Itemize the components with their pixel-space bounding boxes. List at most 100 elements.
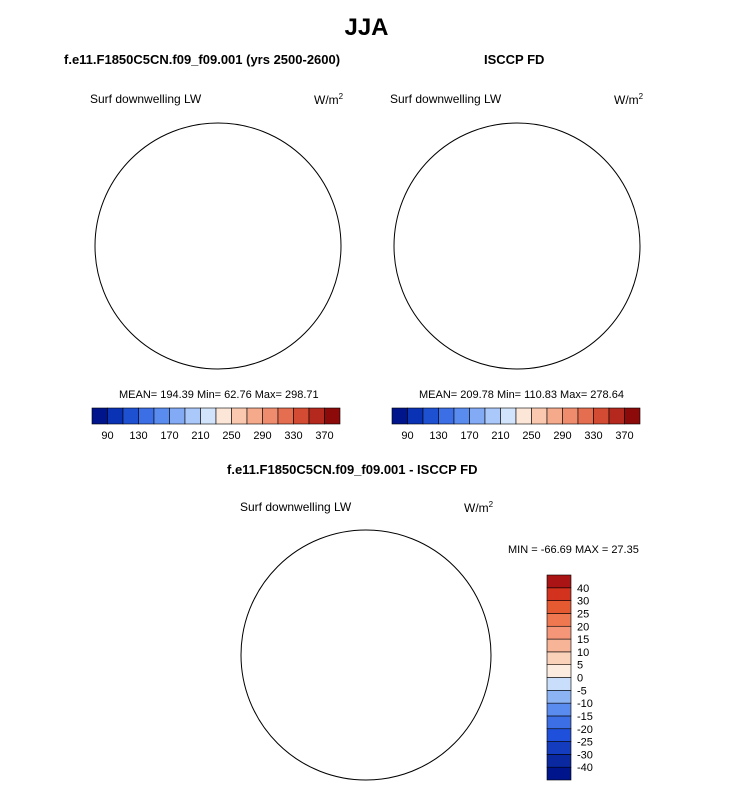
- map-model: [94, 122, 342, 370]
- colorbar-box: [593, 407, 610, 425]
- map-obs-band-170: [442, 181, 598, 313]
- colorbar-tick-label: 30: [577, 596, 589, 608]
- colorbar-tick-label: 290: [253, 430, 271, 442]
- panel-diff-units: W/m2: [464, 500, 494, 515]
- map-diff: [240, 529, 492, 781]
- colorbar-tick-label: 290: [553, 430, 571, 442]
- map-model-border: [94, 122, 342, 370]
- colorbar-tick-label: 330: [584, 430, 602, 442]
- panel-model-units: W/m2: [314, 92, 344, 107]
- panel-obs-stats: MEAN= 209.78 Min= 110.83 Max= 278.64: [419, 389, 624, 401]
- map-obs-band-210: [439, 167, 599, 325]
- colorbar-box: [422, 407, 439, 425]
- panel-obs-variable-label: Surf downwelling LW: [390, 92, 502, 106]
- panel-obs-units: W/m2: [614, 92, 644, 107]
- colorbar-tick-label: 370: [615, 430, 633, 442]
- map-obs-coastline: [419, 183, 599, 315]
- colorbar-box: [293, 407, 310, 425]
- colorbar-box: [200, 407, 217, 425]
- panel-diff-title: f.e11.F1850C5CN.f09_f09.001 - ISCCP FD: [227, 462, 478, 477]
- colorbar-tick-label: -30: [577, 749, 593, 761]
- panel-obs-title: ISCCP FD: [484, 52, 545, 67]
- colorbar-tick-label: -25: [577, 737, 593, 749]
- colorbar-box: [546, 766, 572, 781]
- map-model-band-130: [168, 191, 286, 304]
- map-model-band-90: [209, 197, 276, 296]
- colorbar-obs: 90 130 170 210 250 290 330 370: [391, 407, 641, 442]
- colorbar-box: [546, 728, 572, 742]
- colorbar-box: [438, 407, 455, 425]
- map-obs-pole-mask: [510, 239, 524, 253]
- colorbar-tick-label: 20: [577, 621, 589, 633]
- colorbar-box: [453, 407, 470, 425]
- colorbar-box: [546, 407, 563, 425]
- colorbar-tick-label: -15: [577, 711, 593, 723]
- colorbar-box: [531, 407, 548, 425]
- colorbar-tick-label: 210: [191, 430, 209, 442]
- colorbar-box: [577, 407, 594, 425]
- map-obs-band-270: [401, 134, 625, 358]
- colorbar-box: [138, 407, 155, 425]
- map-model-band-190: [156, 184, 288, 312]
- colorbar-tick-label: 15: [577, 634, 589, 646]
- map-obs-band-150: [473, 192, 583, 302]
- colorbar-box: [546, 690, 572, 704]
- colorbar-tick-label: 5: [577, 660, 583, 672]
- colorbar-box: [91, 407, 108, 425]
- colorbar-box: [500, 407, 517, 425]
- colorbar-box: [277, 407, 294, 425]
- panel-model-variable-label: Surf downwelling LW: [90, 92, 202, 106]
- map-diff-border: [240, 529, 492, 781]
- colorbar-box: [546, 574, 572, 589]
- colorbar-tick-label: 250: [222, 430, 240, 442]
- panel-diff-stats: MIN = -66.69 MAX = 27.35: [508, 544, 639, 556]
- map-model-band-290: [100, 132, 324, 352]
- colorbar-tick-label: 130: [429, 430, 447, 442]
- map-diff-band-neg30: [276, 567, 456, 739]
- colorbar-model: 90 130 170 210 250 290 330 370: [91, 407, 341, 442]
- map-diff-band-neg10: [266, 557, 466, 749]
- colorbar-box: [546, 587, 572, 601]
- map-model-band-250: [125, 153, 307, 331]
- colorbar-box: [246, 407, 263, 425]
- colorbar-box: [308, 407, 325, 425]
- colorbar-tick-label: 210: [491, 430, 509, 442]
- colorbar-box: [608, 407, 625, 425]
- map-diff-band-neg20: [271, 562, 461, 744]
- map-model-band-210: [147, 175, 293, 317]
- colorbar-box: [546, 625, 572, 640]
- panel-model-stats: MEAN= 194.39 Min= 62.76 Max= 298.71: [119, 389, 319, 401]
- panel-model-title: f.e11.F1850C5CN.f09_f09.001 (yrs 2500-26…: [64, 52, 341, 67]
- colorbar-tick-label: 90: [401, 430, 413, 442]
- colorbar-box: [391, 407, 408, 425]
- colorbar-box: [469, 407, 486, 425]
- figure-title: JJA: [344, 14, 389, 41]
- colorbar-box: [546, 677, 572, 691]
- map-diff-band-neg40: [284, 575, 452, 735]
- map-obs-border: [393, 122, 641, 370]
- colorbar-tick-label: 25: [577, 608, 589, 620]
- map-diff-pole-mask: [359, 648, 373, 662]
- colorbar-box: [546, 754, 572, 768]
- colorbar-box: [231, 407, 248, 425]
- colorbar-tick-label: 330: [284, 430, 302, 442]
- map-model-band-270: [113, 142, 315, 342]
- colorbar-tick-label: -5: [577, 685, 587, 697]
- map-diff-band-0: [260, 551, 472, 755]
- colorbar-box: [153, 407, 170, 425]
- colorbar-tick-label: 40: [577, 583, 589, 595]
- colorbar-box: [324, 407, 341, 425]
- map-diff-ne-positive: [426, 543, 486, 615]
- colorbar-box: [546, 664, 572, 678]
- map-diff-coastline: [268, 592, 448, 724]
- colorbar-tick-label: 10: [577, 647, 589, 659]
- colorbar-tick-label: 370: [315, 430, 333, 442]
- colorbar-tick-label: 0: [577, 673, 583, 685]
- colorbar-box: [546, 741, 572, 755]
- colorbar-box: [515, 407, 532, 425]
- map-obs-band-230: [427, 157, 607, 335]
- colorbar-box: [169, 407, 186, 425]
- map-obs: [393, 122, 641, 370]
